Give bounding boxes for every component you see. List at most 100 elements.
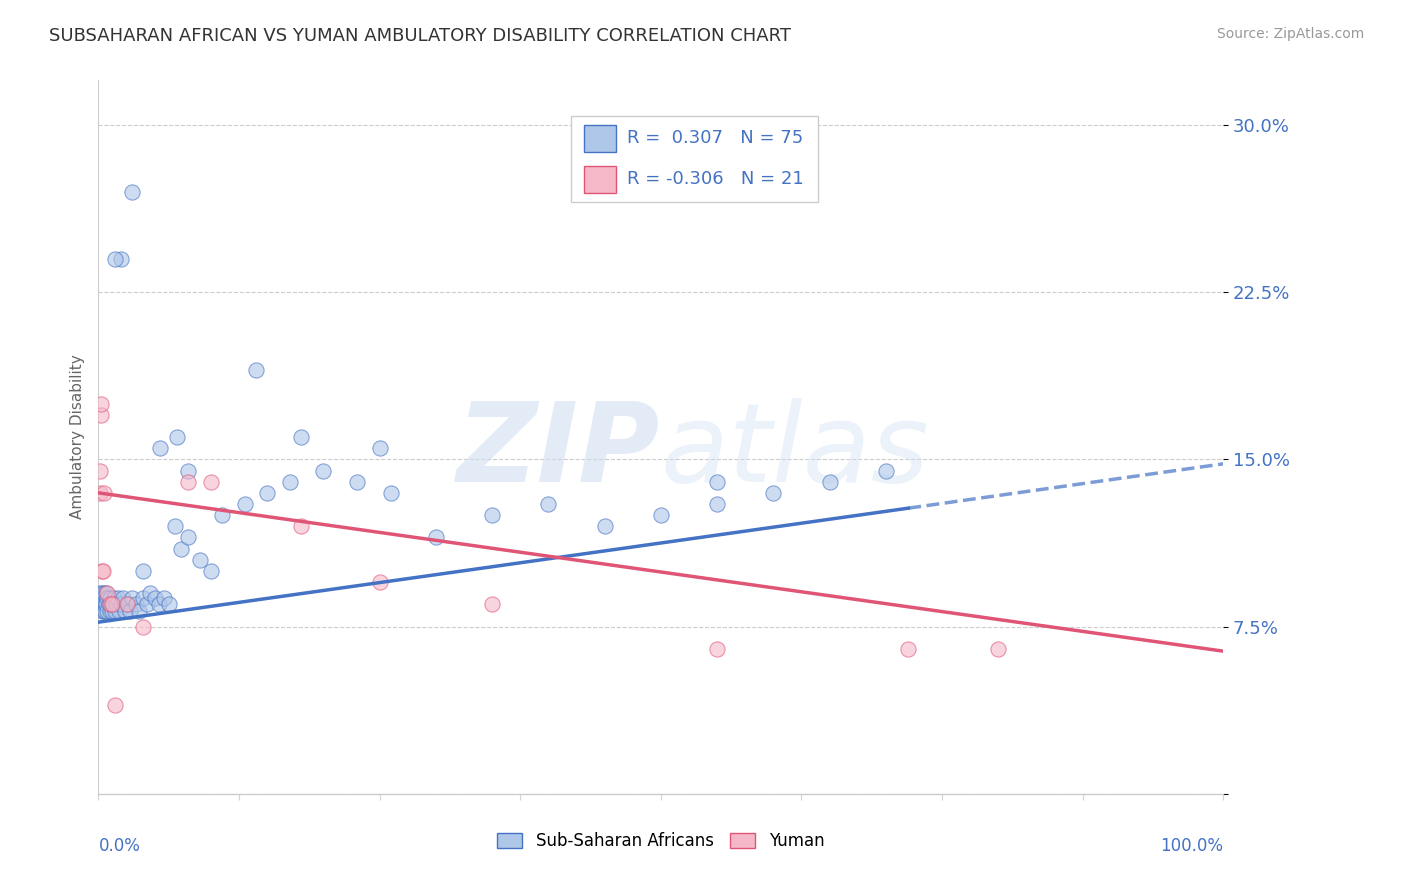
Point: [94, 604, 117, 618]
Point: [104, 604, 127, 618]
Point: [98, 604, 121, 618]
Point: [110, 598, 132, 612]
Text: R =  0.307   N = 75: R = 0.307 N = 75: [627, 129, 803, 147]
Point: [90, 604, 112, 618]
Point: [312, 464, 335, 478]
Point: [117, 598, 139, 612]
Point: [537, 497, 560, 511]
Point: [115, 598, 138, 612]
Point: [104, 698, 127, 712]
Text: Source: ZipAtlas.com: Source: ZipAtlas.com: [1216, 27, 1364, 41]
Point: [200, 475, 222, 489]
Point: [100, 598, 122, 612]
Point: [818, 475, 841, 489]
Point: [166, 430, 188, 444]
Point: [96, 586, 118, 600]
Point: [96, 591, 118, 605]
Point: [132, 591, 155, 605]
Point: [169, 541, 191, 556]
Point: [706, 497, 728, 511]
Point: [89, 586, 111, 600]
Point: [650, 508, 672, 523]
Point: [89, 598, 111, 612]
Point: [135, 598, 157, 612]
Text: atlas: atlas: [661, 398, 929, 505]
Point: [89, 485, 111, 500]
Point: [481, 598, 503, 612]
Point: [188, 552, 211, 567]
Point: [481, 508, 503, 523]
Point: [163, 519, 186, 533]
Point: [96, 604, 118, 618]
Point: [90, 598, 112, 612]
Point: [233, 497, 256, 511]
Point: [706, 475, 728, 489]
Point: [256, 485, 278, 500]
Point: [211, 508, 233, 523]
Point: [94, 598, 117, 612]
Point: [90, 564, 112, 578]
Point: [157, 598, 180, 612]
Point: [278, 475, 301, 489]
Point: [593, 519, 616, 533]
Point: [107, 591, 129, 605]
Point: [177, 464, 200, 478]
Point: [118, 604, 141, 618]
Text: R = -0.306   N = 21: R = -0.306 N = 21: [627, 170, 804, 188]
Point: [105, 598, 128, 612]
Point: [200, 564, 222, 578]
Point: [90, 591, 112, 605]
Point: [91, 591, 114, 605]
Point: [91, 564, 114, 578]
Point: [121, 591, 143, 605]
Point: [91, 598, 114, 612]
Point: [128, 604, 150, 618]
Point: [132, 619, 155, 633]
Point: [785, 162, 807, 177]
Point: [96, 598, 118, 612]
Point: [762, 485, 785, 500]
Point: [90, 408, 112, 422]
Point: [93, 485, 115, 500]
Point: [110, 252, 132, 266]
Point: [103, 591, 125, 605]
Legend: Sub-Saharan Africans, Yuman: Sub-Saharan Africans, Yuman: [491, 826, 831, 857]
Y-axis label: Ambulatory Disability: Ambulatory Disability: [69, 355, 84, 519]
Point: [380, 485, 402, 500]
Point: [98, 591, 121, 605]
Point: [101, 598, 124, 612]
Point: [875, 464, 897, 478]
Point: [152, 591, 174, 605]
Point: [290, 519, 312, 533]
Point: [121, 185, 143, 199]
Point: [143, 591, 166, 605]
Point: [112, 591, 135, 605]
Point: [98, 598, 121, 612]
Point: [96, 586, 118, 600]
Point: [97, 598, 120, 612]
Point: [425, 530, 447, 544]
Point: [114, 604, 136, 618]
Point: [93, 604, 115, 618]
Text: 100.0%: 100.0%: [1160, 837, 1223, 855]
Point: [245, 363, 267, 377]
Point: [107, 604, 129, 618]
FancyBboxPatch shape: [571, 116, 818, 202]
Text: ZIP: ZIP: [457, 398, 661, 505]
Point: [987, 642, 1010, 657]
Point: [177, 530, 200, 544]
Point: [124, 598, 146, 612]
Point: [290, 430, 312, 444]
Point: [104, 252, 127, 266]
FancyBboxPatch shape: [585, 125, 616, 152]
Point: [368, 442, 391, 455]
Point: [90, 586, 112, 600]
Point: [148, 598, 170, 612]
Text: 0.0%: 0.0%: [98, 837, 141, 855]
Point: [139, 586, 162, 600]
Point: [177, 475, 200, 489]
Point: [897, 642, 920, 657]
Text: SUBSAHARAN AFRICAN VS YUMAN AMBULATORY DISABILITY CORRELATION CHART: SUBSAHARAN AFRICAN VS YUMAN AMBULATORY D…: [49, 27, 792, 45]
FancyBboxPatch shape: [585, 166, 616, 193]
Point: [101, 598, 124, 612]
